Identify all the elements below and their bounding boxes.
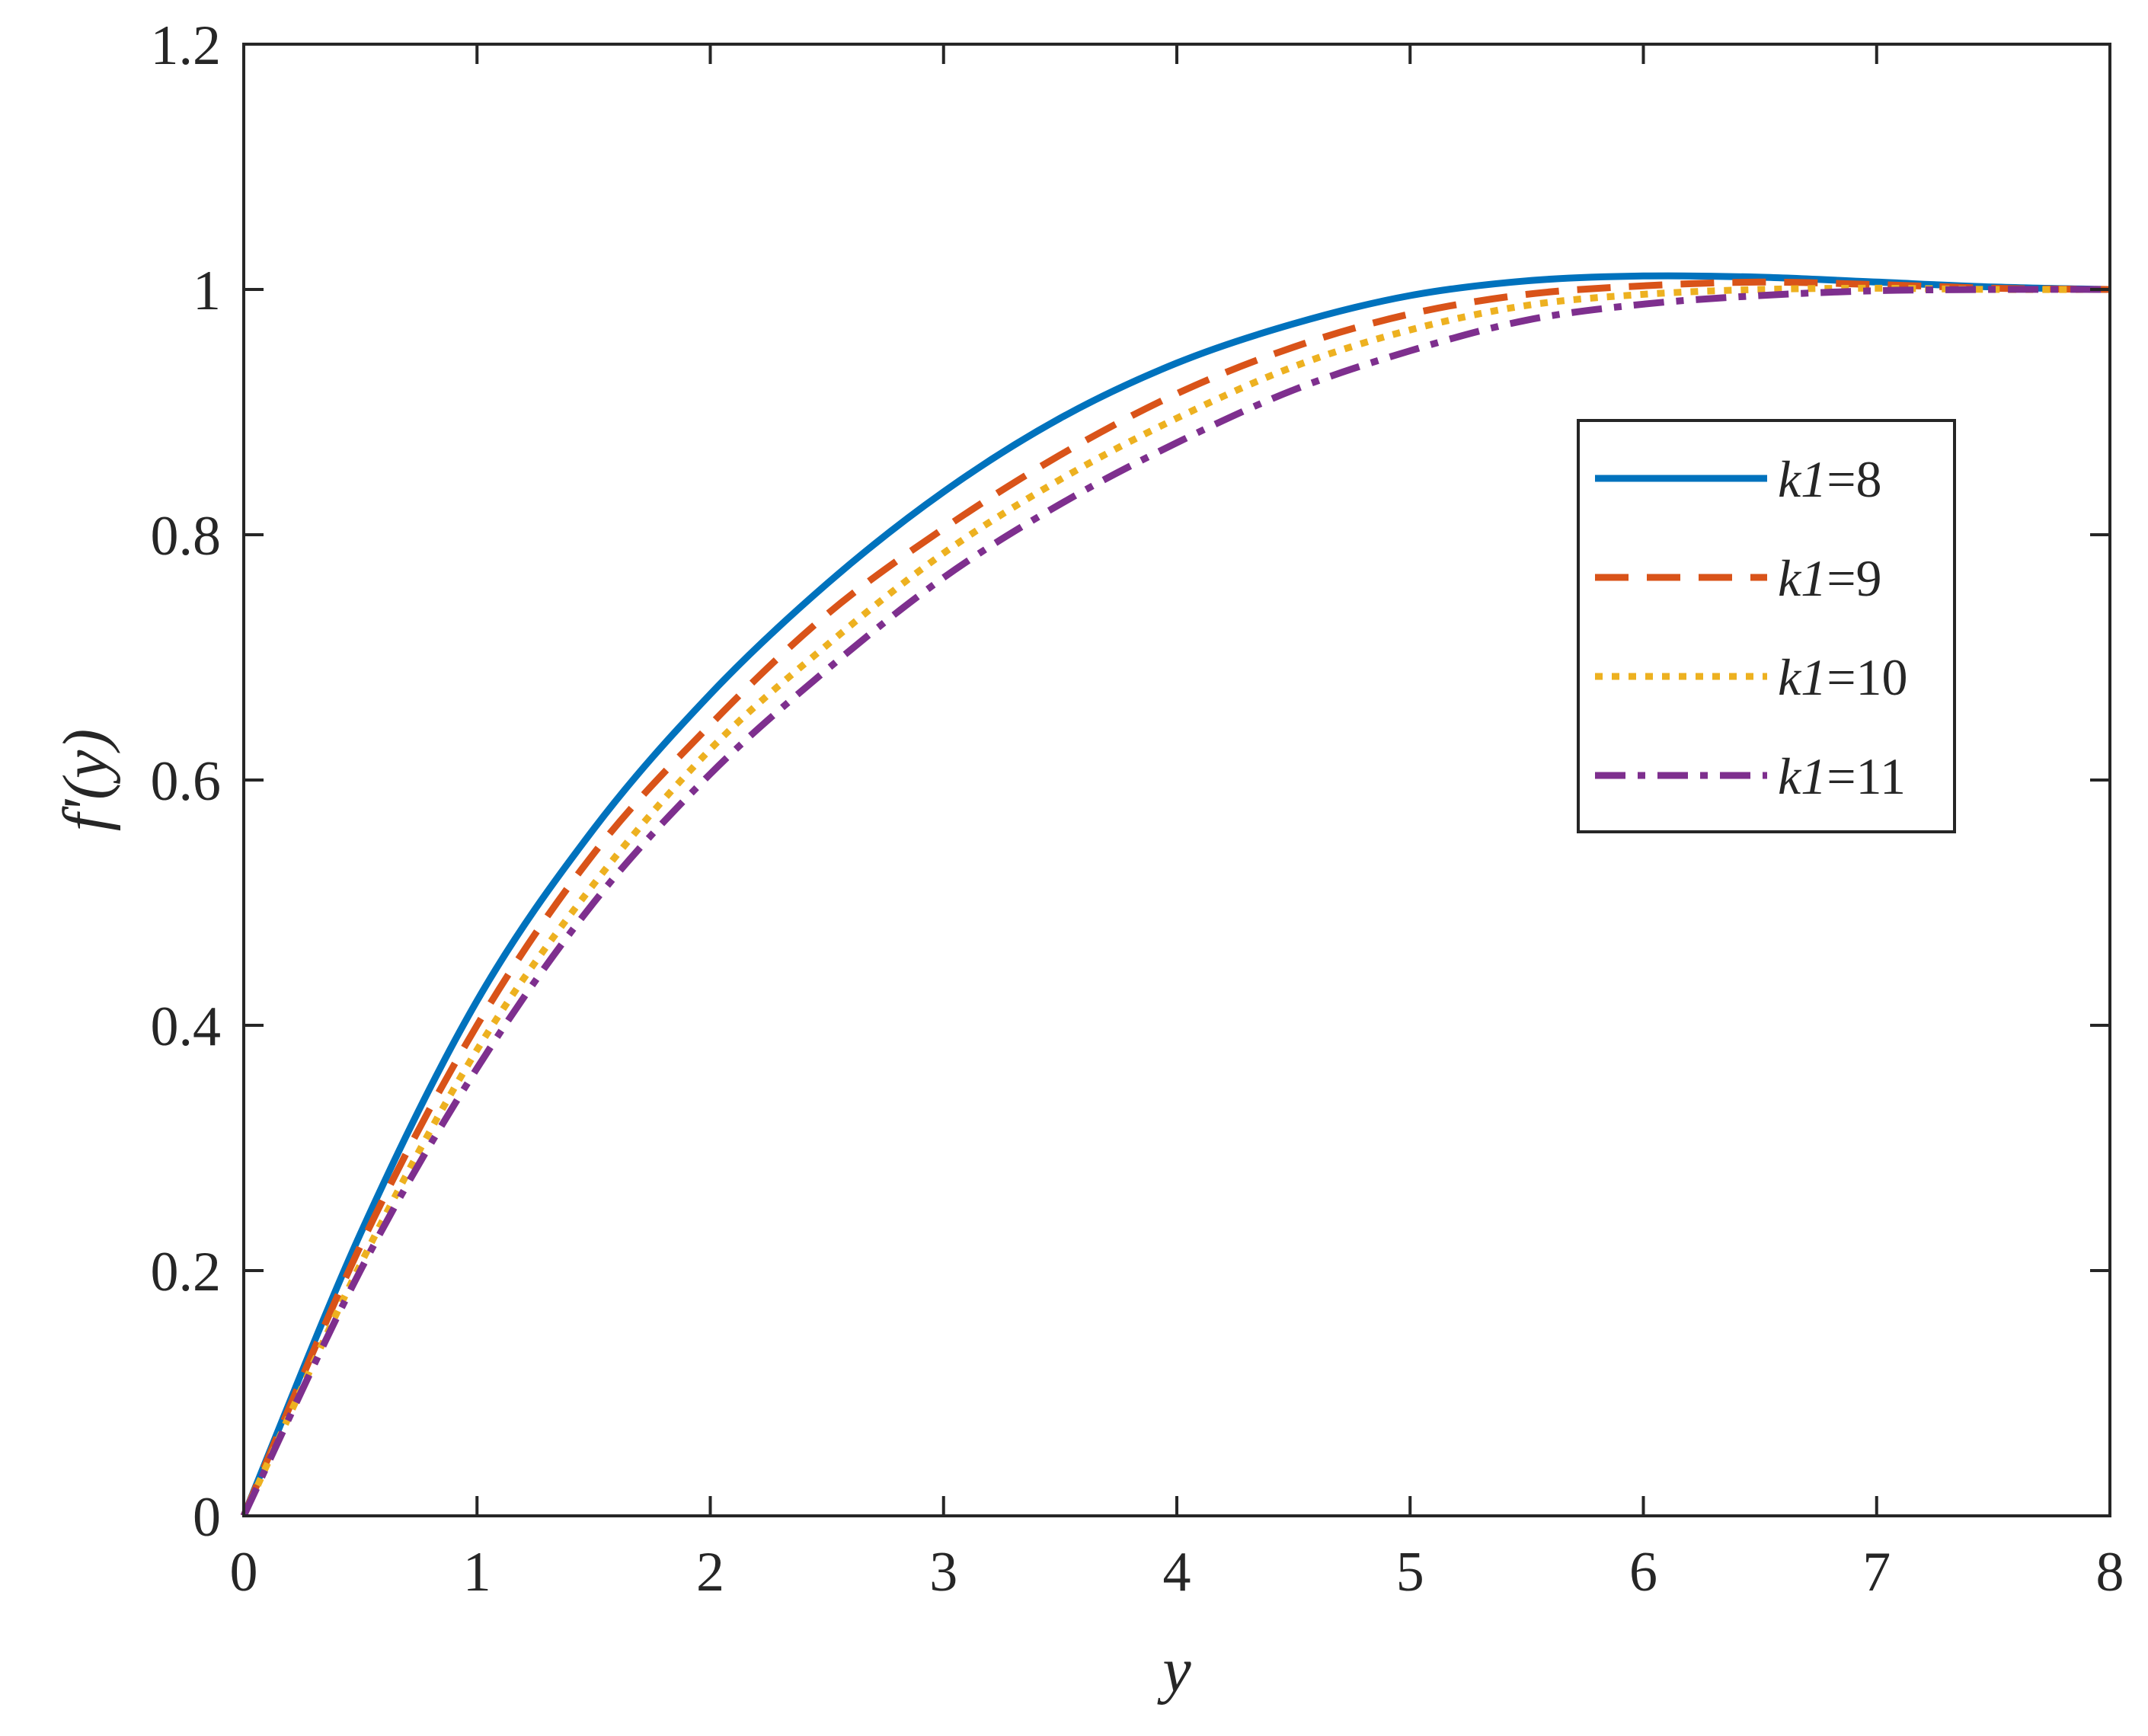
series-line-k1-10	[240, 284, 2111, 1517]
series-line-k1-9	[240, 278, 2111, 1517]
x-tick-label: 8	[2096, 1541, 2124, 1603]
legend-label-prefix: k1	[1778, 648, 1827, 706]
y-tick-label: 1	[193, 260, 221, 322]
legend-label-value: =11	[1827, 747, 1906, 805]
y-axis-label: f'(y)	[50, 729, 121, 832]
legend-label: k1=8	[1778, 450, 1882, 508]
x-tick-label: 6	[1629, 1541, 1657, 1603]
x-tick-label: 3	[929, 1541, 957, 1603]
y-tick-label: 0.8	[151, 505, 222, 567]
y-tick-label: 0.4	[151, 996, 222, 1058]
y-tick-label: 0	[193, 1486, 221, 1549]
x-tick-label: 0	[230, 1541, 258, 1603]
series-line-k1-8	[240, 272, 2111, 1517]
series-line-k1-11	[240, 286, 2111, 1517]
x-tick-label: 4	[1163, 1541, 1191, 1603]
x-tick-label: 5	[1396, 1541, 1424, 1603]
y-tick-label: 0.6	[151, 750, 222, 813]
legend-label-prefix: k1	[1778, 450, 1827, 508]
y-tick-label: 0.2	[151, 1241, 222, 1303]
y-tick-label: 1.2	[151, 14, 222, 77]
legend-label-value: =10	[1827, 648, 1907, 706]
legend-label-value: =8	[1827, 450, 1881, 508]
legend-label: k1=9	[1778, 549, 1882, 607]
legend-label-value: =9	[1827, 549, 1881, 607]
legend-box	[1577, 419, 1956, 833]
legend-label-prefix: k1	[1778, 549, 1827, 607]
legend-label-prefix: k1	[1778, 747, 1827, 805]
x-tick-label: 2	[696, 1541, 724, 1603]
x-tick-label: 7	[1862, 1541, 1891, 1603]
legend-label: k1=10	[1778, 648, 1908, 706]
x-axis-label: y	[1156, 1635, 1191, 1706]
legend-label: k1=11	[1778, 747, 1906, 805]
x-tick-label: 1	[463, 1541, 491, 1603]
